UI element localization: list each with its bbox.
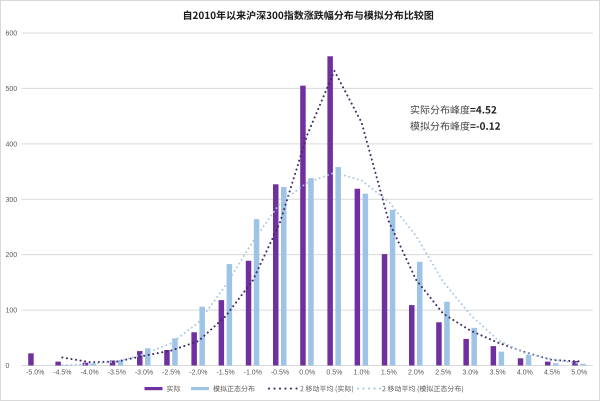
bar-simulated — [498, 351, 505, 366]
y-axis-label: 500 — [6, 86, 18, 93]
annotation-actual-kurtosis — [410, 105, 497, 115]
y-axis-label: 400 — [6, 141, 18, 148]
x-axis-label: 4.0% — [517, 370, 533, 377]
x-axis-label: -1.0% — [244, 370, 262, 377]
legend-marker-ma-actual — [267, 387, 298, 390]
bar-actual — [245, 260, 252, 366]
bar-simulated — [172, 338, 178, 366]
bar-actual — [218, 300, 225, 366]
y-axis-label: 200 — [6, 252, 18, 259]
bar-actual — [463, 338, 469, 366]
annotation-simulated-kurtosis-label — [410, 121, 470, 131]
annotation-simulated-kurtosis-value — [470, 122, 501, 130]
legend-label-actual-text — [167, 385, 181, 392]
bar-actual — [490, 346, 497, 366]
legend-label-simulated — [213, 385, 255, 392]
bar-actual — [545, 361, 551, 366]
x-axis-label: -3.0% — [135, 370, 153, 377]
chart-title-text — [183, 10, 434, 20]
y-axis-label: 0 — [6, 363, 10, 370]
x-axis-label: 0.0% — [299, 370, 315, 377]
legend-label-simulated-text — [213, 385, 255, 392]
bar-actual — [327, 56, 333, 366]
y-axis-label: 100 — [6, 308, 18, 315]
y-axis-label: 300 — [6, 197, 18, 204]
x-axis-label: 3.0% — [462, 370, 478, 377]
legend-label-ma-simulated-text — [382, 385, 464, 393]
trendline-ma-simulated — [61, 171, 581, 367]
bar-simulated — [417, 261, 423, 366]
bar-actual — [28, 353, 34, 366]
x-axis-label: 1.5% — [381, 370, 397, 377]
annotation-actual-kurtosis-label — [410, 105, 470, 115]
x-axis-label: -4.0% — [80, 370, 98, 377]
x-axis-label: -0.5% — [271, 370, 289, 377]
legend-marker-ma-simulated — [356, 387, 382, 390]
y-axis-label: 600 — [6, 31, 18, 38]
x-axis-label: -3.5% — [108, 370, 126, 377]
chart-title — [183, 10, 434, 20]
legend-label-ma-actual — [300, 385, 354, 393]
bar-simulated — [471, 327, 477, 366]
bar-actual — [436, 322, 442, 366]
bar-simulated — [199, 306, 205, 366]
bar-simulated — [525, 354, 532, 366]
x-axis-label: -2.0% — [189, 370, 207, 377]
bar-actual — [300, 85, 306, 366]
legend-label-actual — [167, 385, 181, 392]
bar-simulated — [444, 301, 450, 366]
legend — [144, 385, 464, 393]
x-axis-label: 0.5% — [326, 370, 342, 377]
x-axis-label: -4.5% — [53, 370, 71, 377]
x-axis-label: 2.5% — [435, 370, 451, 377]
bar-simulated — [362, 193, 369, 366]
bar-actual — [354, 188, 361, 366]
bar-simulated — [580, 363, 586, 366]
bar-actual — [409, 305, 415, 366]
bar-simulated — [117, 359, 124, 366]
bar-actual — [137, 351, 143, 366]
x-axis-label: 5.0% — [571, 370, 587, 377]
annotation-actual-kurtosis-value — [470, 105, 497, 114]
x-axis-label: 3.5% — [490, 370, 506, 377]
trendline-ma-actual — [61, 68, 581, 364]
bar-actual — [572, 361, 578, 366]
legend-label-ma-actual-text — [300, 385, 354, 393]
bar-actual — [273, 184, 279, 366]
x-axis-label: 1.0% — [354, 370, 370, 377]
bar-simulated — [253, 219, 260, 366]
bar-actual — [55, 361, 61, 366]
bar-simulated — [389, 209, 396, 366]
bar-simulated — [281, 187, 287, 366]
x-axis-label: -1.5% — [216, 370, 234, 377]
bar-simulated — [226, 264, 233, 366]
x-axis-label: -5.0% — [26, 370, 44, 377]
bar-simulated — [308, 178, 314, 366]
x-axis-label: 4.5% — [544, 370, 560, 377]
bar-simulated — [335, 167, 341, 366]
bar-simulated — [553, 363, 559, 366]
legend-swatch-actual — [144, 387, 163, 391]
x-axis-label: 2.0% — [408, 370, 424, 377]
legend-swatch-simulated — [191, 387, 209, 391]
bar-actual — [164, 349, 170, 366]
legend-label-ma-simulated — [382, 385, 464, 393]
x-axis-label: -2.5% — [162, 370, 180, 377]
bar-simulated — [145, 348, 151, 366]
bar-actual — [381, 254, 388, 366]
bar-actual — [191, 332, 197, 366]
bar-actual — [517, 358, 524, 366]
annotation-simulated-kurtosis — [410, 121, 501, 131]
bar-actual — [109, 360, 116, 366]
